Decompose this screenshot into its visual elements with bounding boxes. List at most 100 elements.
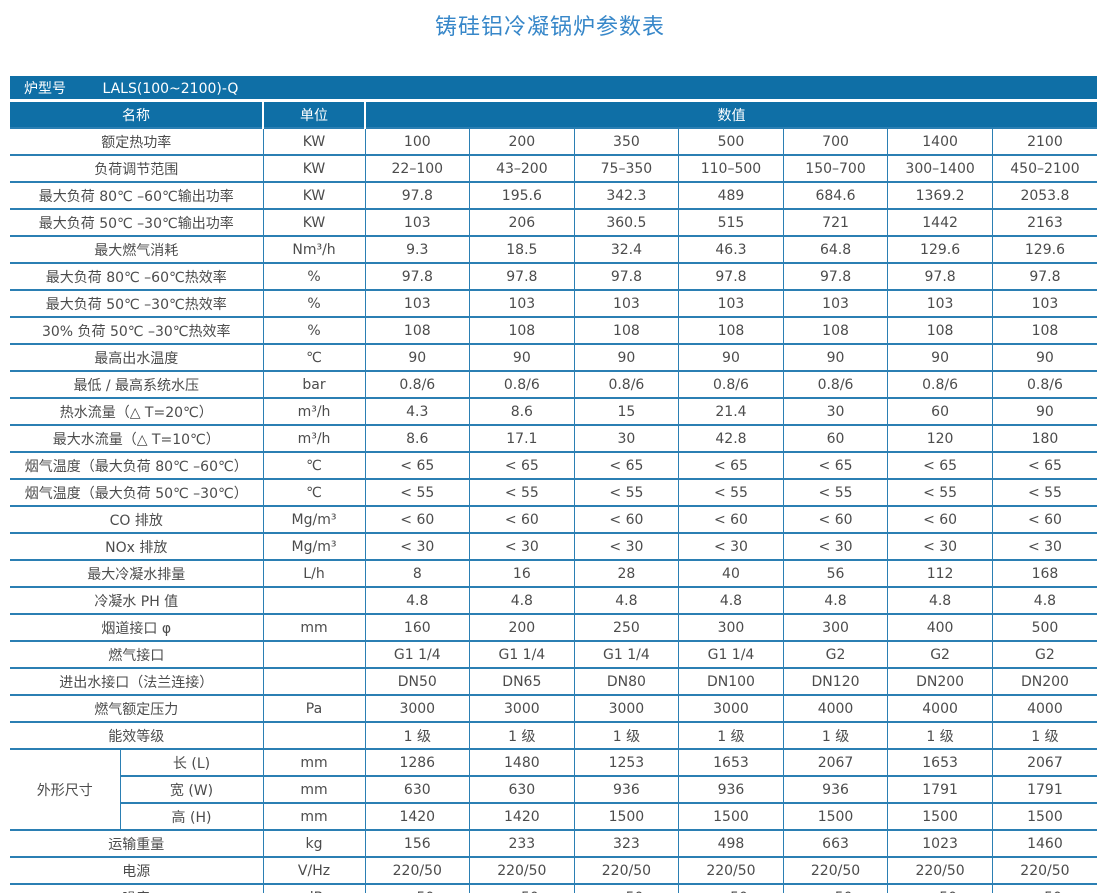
table-body: 额定热功率 KW 100 200 350 500 700 1400 2100 负荷调节范围 KW 22…	[10, 127, 1097, 893]
row-label: 最大负荷 80℃ –60℃热效率	[10, 262, 264, 291]
value-cell: < 50	[364, 883, 471, 893]
value-cell: 2067	[991, 748, 1097, 777]
value-cell: 233	[469, 829, 575, 858]
value-cell: 3000	[678, 694, 784, 723]
unit-cell: KW	[262, 181, 366, 210]
value-cell: 515	[678, 208, 784, 237]
value-cell: 60	[887, 397, 993, 426]
table-row: 高 (H) mm 1420 1420 1500 1500 1500 1500 1500	[10, 802, 1097, 831]
row-label: NOx 排放	[10, 532, 264, 561]
value-cell: 60	[782, 424, 889, 453]
value-cell: 46.3	[678, 235, 784, 264]
row-label: 宽 (W)	[119, 775, 264, 804]
header-values: 数值	[364, 100, 1097, 128]
value-cell: 1500	[887, 802, 993, 831]
value-cell: 4.8	[573, 586, 680, 615]
unit-cell	[262, 667, 366, 696]
value-cell: 8.6	[364, 424, 471, 453]
value-cell: 4000	[782, 694, 889, 723]
value-cell: 32.4	[573, 235, 680, 264]
value-cell: 97.8	[991, 262, 1097, 291]
value-cell: 28	[573, 559, 680, 588]
value-cell: 1500	[678, 802, 784, 831]
value-cell: 100	[364, 127, 471, 156]
row-label: 能效等级	[10, 721, 264, 750]
unit-cell: ℃	[262, 478, 366, 507]
value-cell: 498	[678, 829, 784, 858]
value-cell: 1400	[887, 127, 993, 156]
table-row: NOx 排放 Mg/m³ < 30 < 30 < 30 < 30 < 30 < 30 < 30	[10, 532, 1097, 561]
unit-cell: KW	[262, 208, 366, 237]
value-cell: < 50	[678, 883, 784, 893]
value-cell: 350	[573, 127, 680, 156]
value-cell: 103	[887, 289, 993, 318]
value-cell: < 65	[364, 451, 471, 480]
row-label: 热水流量（△ T=20℃）	[10, 397, 264, 426]
value-cell: 64.8	[782, 235, 889, 264]
table-row: 电源 V/Hz 220/50 220/50 220/50 220/50 220/50 220/…	[10, 856, 1097, 885]
row-label: 高 (H)	[119, 802, 264, 831]
value-cell: 103	[782, 289, 889, 318]
value-cell: G2	[991, 640, 1097, 669]
unit-cell: m³/h	[262, 424, 366, 453]
table-row: 最低 / 最高系统水压 bar 0.8/6 0.8/6 0.8/6 0.8/6 0.8/6 0…	[10, 370, 1097, 399]
value-cell: 220/50	[573, 856, 680, 885]
value-cell: 97.8	[887, 262, 993, 291]
row-label: 进出水接口（法兰连接）	[10, 667, 264, 696]
value-cell: G2	[887, 640, 993, 669]
value-cell: 129.6	[887, 235, 993, 264]
table-row: 最大负荷 80℃ –60℃输出功率 KW 97.8 195.6 342.3 489 684.…	[10, 181, 1097, 210]
value-cell: 108	[678, 316, 784, 345]
row-label: CO 排放	[10, 505, 264, 534]
value-cell: 200	[469, 127, 575, 156]
value-cell: 9.3	[364, 235, 471, 264]
unit-cell: Nm³/h	[262, 235, 366, 264]
value-cell: 15	[573, 397, 680, 426]
unit-cell: dB	[262, 883, 366, 893]
table-row: 宽 (W) mm 630 630 936 936 936 1791 1791	[10, 775, 1097, 804]
value-cell: 1286	[364, 748, 471, 777]
value-cell: 43–200	[469, 154, 575, 183]
value-cell: 220/50	[991, 856, 1097, 885]
value-cell: 4.8	[991, 586, 1097, 615]
value-cell: 103	[364, 289, 471, 318]
value-cell: 1500	[991, 802, 1097, 831]
value-cell: 90	[573, 343, 680, 372]
model-bar-cell: 炉型号 LALS(100~2100)-Q	[10, 76, 1097, 102]
parameter-table: 炉型号 LALS(100~2100)-Q 名称 单位 数值 额定热功率 KW 100…	[10, 76, 1097, 893]
unit-cell: mm	[262, 748, 366, 777]
value-cell: 1420	[469, 802, 575, 831]
value-cell: 663	[782, 829, 889, 858]
value-cell: 1653	[678, 748, 784, 777]
value-cell: 1 级	[678, 721, 784, 750]
value-cell: DN50	[364, 667, 471, 696]
value-cell: 16	[469, 559, 575, 588]
value-cell: 2100	[991, 127, 1097, 156]
value-cell: 1 级	[469, 721, 575, 750]
value-cell: 160	[364, 613, 471, 642]
value-cell: 97.8	[469, 262, 575, 291]
value-cell: 97.8	[678, 262, 784, 291]
unit-cell: mm	[262, 613, 366, 642]
value-cell: 630	[469, 775, 575, 804]
table-row: CO 排放 Mg/m³ < 60 < 60 < 60 < 60 < 60 < 60 < 60	[10, 505, 1097, 534]
value-cell: < 30	[678, 532, 784, 561]
value-cell: 90	[887, 343, 993, 372]
value-cell: 360.5	[573, 208, 680, 237]
value-cell: 103	[573, 289, 680, 318]
row-label: 最高出水温度	[10, 343, 264, 372]
value-cell: G1 1/4	[573, 640, 680, 669]
row-label: 最大燃气消耗	[10, 235, 264, 264]
value-cell: 8.6	[469, 397, 575, 426]
value-cell: 1460	[991, 829, 1097, 858]
value-cell: 4.8	[678, 586, 784, 615]
value-cell: 17.1	[469, 424, 575, 453]
value-cell: 180	[991, 424, 1097, 453]
value-cell: < 30	[782, 532, 889, 561]
unit-cell: m³/h	[262, 397, 366, 426]
unit-cell: mm	[262, 802, 366, 831]
row-label: 烟气温度（最大负荷 80℃ –60℃）	[10, 451, 264, 480]
table-row: 最大负荷 80℃ –60℃热效率% 97.8 97.8 97.8 97.8 97.8 97.…	[10, 262, 1097, 291]
unit-cell: KW	[262, 154, 366, 183]
value-cell: 323	[573, 829, 680, 858]
